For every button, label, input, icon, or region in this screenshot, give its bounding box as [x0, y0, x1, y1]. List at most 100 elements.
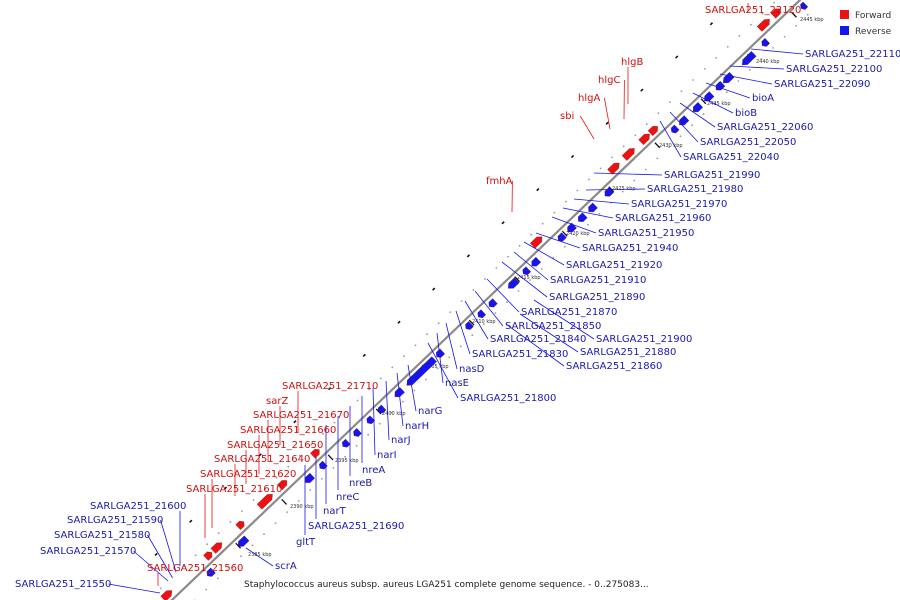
tick-mark	[654, 142, 661, 149]
forward-gene-label: SARLGA251_21640	[214, 454, 310, 465]
tick-label: 2385 kbp	[248, 552, 272, 558]
track-dot	[345, 410, 347, 413]
track-dot	[367, 433, 370, 436]
reverse-gene-leader-line	[679, 102, 716, 128]
forward-gene-label: SARLGA251_21650	[227, 440, 323, 451]
forward-gene-label: hlgC	[598, 75, 620, 86]
track-dot	[795, 24, 798, 27]
track-dot	[252, 499, 255, 501]
tick-mark	[468, 319, 475, 326]
track-dot	[540, 268, 543, 270]
track-dot	[507, 255, 509, 258]
reverse-gene-leader-line	[692, 92, 734, 114]
track-dot	[680, 90, 683, 92]
track-dot	[495, 267, 498, 269]
track-dot	[310, 443, 313, 446]
reverse-gene-leader-line	[669, 111, 699, 143]
forward-feature	[621, 148, 635, 161]
reverse-gene-label: SARLGA251_22040	[683, 152, 779, 163]
reverse-gene-leader-line	[519, 313, 579, 353]
reverse-gene-leader-line	[407, 364, 417, 412]
reverse-gene-leader-line	[505, 323, 565, 367]
tick-track: 2385 kbp 2390 kbp 2395 kbp 2400 kbp 2405 kbp…	[235, 11, 824, 558]
track-dot	[274, 522, 277, 524]
track-dot	[275, 477, 278, 479]
reverse-feature	[488, 298, 498, 308]
track-dot	[472, 289, 475, 291]
track-dot	[459, 345, 462, 348]
reverse-gene-label: SARLGA251_21580	[54, 530, 150, 541]
track-dot	[390, 411, 393, 414]
track-dot	[217, 532, 220, 535]
reverse-feature	[604, 187, 615, 197]
track-dot	[414, 344, 417, 347]
reverse-feature	[377, 404, 387, 414]
reverse-gene-label: SARLGA251_21600	[90, 501, 186, 512]
reverse-feature	[319, 460, 328, 470]
reverse-gene-leader-line	[535, 232, 581, 249]
tick-label: 2395 kbp	[335, 458, 359, 464]
track-dot	[368, 388, 371, 391]
reverse-gene-label: SARLGA251_21920	[566, 260, 662, 271]
reverse-feature	[304, 472, 315, 483]
reverse-feature	[436, 348, 446, 358]
track-dot	[425, 378, 427, 381]
track-dot	[379, 377, 382, 380]
reverse-gene-label: SARLGA251_22090	[774, 79, 870, 90]
reverse-feature	[704, 91, 715, 102]
reverse-gene-label: SARLGA251_21800	[460, 393, 556, 404]
tick-label: 2435 kbp	[707, 101, 731, 107]
reverse-gene-leader-line	[593, 172, 663, 176]
reverse-feature	[761, 38, 771, 47]
map-caption: Staphylococcus aureus subsp. aureus LGA2…	[244, 580, 649, 590]
reverse-gene-leader-line	[551, 216, 597, 234]
track-dot	[216, 577, 219, 580]
track-dot	[287, 465, 290, 468]
reverse-gene-leader-line	[427, 342, 459, 399]
track-dot	[517, 290, 520, 292]
reverse-gene-label: SARLGA251_21870	[521, 307, 617, 318]
gc-dots-track	[154, 1, 809, 600]
reverse-gene-leader-line	[133, 550, 169, 582]
tick-mark	[327, 454, 334, 461]
reverse-gene-leader-line	[750, 48, 804, 55]
forward-gene-label: SARLGA251_21610	[186, 484, 282, 495]
track-dot	[575, 234, 578, 237]
track-dash	[536, 187, 540, 192]
reverse-gene-label: bioA	[752, 93, 774, 104]
track-dot	[229, 521, 232, 523]
track-dot	[738, 34, 741, 37]
track-dot	[471, 334, 474, 337]
track-dot	[228, 566, 231, 569]
track-dot	[529, 279, 531, 281]
legend-swatch-reverse	[840, 26, 849, 35]
track-dot	[565, 200, 567, 203]
forward-feature	[310, 449, 320, 459]
track-dot	[205, 588, 208, 591]
track-dot	[183, 565, 186, 568]
reverse-gene-label: narT	[323, 506, 347, 517]
track-dot	[598, 212, 601, 215]
reverse-gene-label: SARLGA251_21880	[580, 347, 676, 358]
track-dot	[263, 533, 265, 536]
track-dot	[298, 454, 301, 457]
reverse-gene-leader-line	[486, 278, 520, 313]
reverse-feature	[670, 124, 680, 134]
track-dot	[240, 555, 242, 558]
legend-label-reverse: Reverse	[855, 27, 892, 37]
reverse-gene-label: narI	[377, 450, 397, 461]
track-dot	[691, 124, 693, 127]
reverse-gene-leader-line	[147, 534, 173, 578]
track-dot	[356, 399, 359, 402]
reverse-feature	[578, 212, 588, 222]
track-dot	[783, 35, 786, 38]
reverse-feature	[723, 71, 735, 84]
reverse-gene-label: SARLGA251_21550	[15, 579, 111, 590]
track-dash	[709, 22, 714, 26]
reverse-feature	[394, 386, 405, 397]
tick-label: 2400 kbp	[382, 411, 406, 417]
legend-label-forward: Forward	[855, 11, 891, 21]
track-dot	[737, 80, 740, 82]
track-dash	[223, 486, 228, 490]
